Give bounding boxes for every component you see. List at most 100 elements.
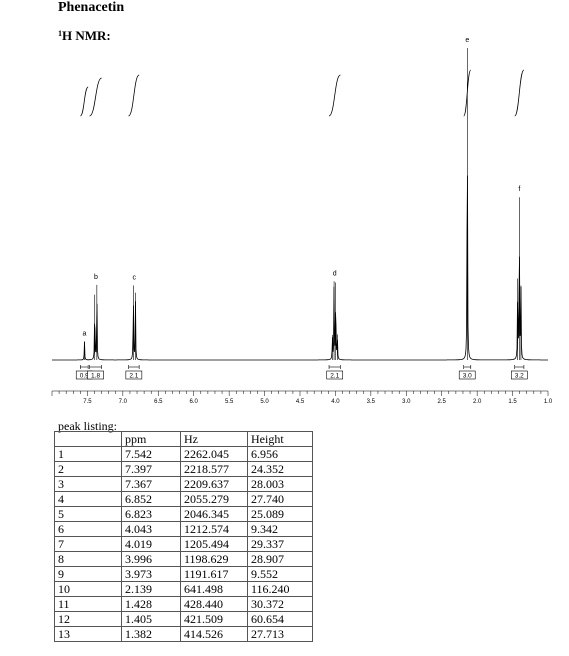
integral-curve-2 bbox=[89, 77, 102, 117]
row-index: 10 bbox=[54, 581, 122, 597]
row-ppm: 7.397 bbox=[121, 461, 181, 477]
nmr-subtitle: 1H NMR: bbox=[58, 28, 111, 44]
integral-curve-4 bbox=[328, 74, 341, 117]
row-ppm: 1.428 bbox=[121, 596, 181, 612]
row-hz: 1212.574 bbox=[180, 521, 248, 537]
peak-label-c: c bbox=[132, 275, 136, 282]
row-ppm: 3.973 bbox=[121, 566, 181, 582]
row-hz: 2055.279 bbox=[180, 491, 248, 507]
row-hz: 2262.045 bbox=[180, 446, 248, 462]
nmr-subtitle-text: H NMR: bbox=[62, 28, 111, 43]
integral-curves bbox=[79, 69, 525, 117]
x-tick-label: 1.5 bbox=[508, 399, 517, 405]
table-row: 4 6.852 2055.279 27.740 bbox=[54, 491, 313, 507]
row-ppm: 6.852 bbox=[121, 491, 181, 507]
integration-value-4: 2.1 bbox=[330, 373, 339, 380]
integration-box-4 bbox=[326, 370, 344, 380]
document-title: Phenacetin bbox=[58, 0, 125, 15]
integral-curve-3 bbox=[128, 74, 140, 117]
integral-curve-6 bbox=[514, 69, 525, 117]
row-index: 5 bbox=[54, 506, 122, 522]
x-tick-label: 7.0 bbox=[119, 399, 128, 405]
peak-table: ppm Hz Height 1 7.542 2262.045 6.956 2 7.397 2… bbox=[54, 431, 313, 642]
row-height: 30.372 bbox=[247, 596, 313, 612]
x-tick-label: 2.0 bbox=[473, 399, 482, 405]
peak-label-f: f bbox=[518, 186, 520, 193]
spectrum-trace bbox=[52, 48, 548, 361]
row-ppm: 6.823 bbox=[121, 506, 181, 522]
x-tick-label: 3.0 bbox=[402, 399, 411, 405]
row-ppm: 4.043 bbox=[121, 521, 181, 537]
table-row: 12 1.405 421.509 60.654 bbox=[54, 611, 313, 627]
table-row: 5 6.823 2046.345 25.089 bbox=[54, 506, 313, 522]
row-height: 28.003 bbox=[247, 476, 313, 492]
row-ppm: 4.019 bbox=[121, 536, 181, 552]
table-row: 6 4.043 1212.574 9.342 bbox=[54, 521, 313, 537]
table-header-row: ppm Hz Height bbox=[54, 431, 313, 447]
peak-label-a: a bbox=[82, 330, 86, 337]
integration-value-6: 3.2 bbox=[515, 373, 524, 380]
x-tick-label: 1.0 bbox=[544, 399, 553, 405]
row-index: 8 bbox=[54, 551, 122, 567]
peak-listing-caption: peak listing: bbox=[58, 419, 117, 433]
integration-value-1: 0.9 bbox=[80, 373, 89, 380]
x-tick-label: 7.5 bbox=[83, 399, 92, 405]
row-hz: 2046.345 bbox=[180, 506, 248, 522]
row-hz: 2218.577 bbox=[180, 461, 248, 477]
table-row: 13 1.382 414.526 27.713 bbox=[54, 626, 313, 642]
row-height: 27.740 bbox=[247, 491, 313, 507]
x-tick-label: 6.5 bbox=[154, 399, 163, 405]
row-ppm: 3.996 bbox=[121, 551, 181, 567]
peak-label-b: b bbox=[94, 274, 98, 281]
table-row: 1 7.542 2262.045 6.956 bbox=[54, 446, 313, 462]
row-height: 6.956 bbox=[247, 446, 313, 462]
row-index: 7 bbox=[54, 536, 122, 552]
row-index: 4 bbox=[54, 491, 122, 507]
table-row: 10 2.139 641.498 116.240 bbox=[54, 581, 313, 597]
row-ppm: 1.382 bbox=[121, 626, 181, 642]
peak-labels: a b c d e f bbox=[82, 37, 520, 337]
row-index: 3 bbox=[54, 476, 122, 492]
row-index: 9 bbox=[54, 566, 122, 582]
nmr-superscript: 1 bbox=[58, 29, 62, 38]
integration-brackets: 0.9 1.8 2.1 2.1 3.0 3.2 bbox=[75, 365, 528, 380]
integral-curve-1 bbox=[79, 86, 89, 117]
row-hz: 2209.637 bbox=[180, 476, 248, 492]
row-hz: 428.440 bbox=[180, 596, 248, 612]
x-tick-label: 6.0 bbox=[190, 399, 199, 405]
peak-label-d: d bbox=[333, 270, 337, 277]
row-index: 1 bbox=[54, 446, 122, 462]
row-ppm: 1.405 bbox=[121, 611, 181, 627]
table-row: 8 3.996 1198.629 28.907 bbox=[54, 551, 313, 567]
integration-box-5 bbox=[458, 370, 476, 380]
row-hz: 421.509 bbox=[180, 611, 248, 627]
row-index: 11 bbox=[54, 596, 122, 612]
x-tick-label: 2.5 bbox=[438, 399, 447, 405]
row-ppm: 7.367 bbox=[121, 476, 181, 492]
row-height: 24.352 bbox=[247, 461, 313, 477]
spectrum-line bbox=[52, 175, 548, 361]
row-height: 60.654 bbox=[247, 611, 313, 627]
x-axis: 7.5 7.0 6.5 6.0 5.5 5.0 4.5 4.0 3.5 3.0 2.5 2.0 1.5 1… bbox=[51, 390, 553, 405]
row-hz: 641.498 bbox=[180, 581, 248, 597]
integration-value-3: 2.1 bbox=[129, 373, 138, 380]
x-tick-label: 5.0 bbox=[260, 399, 269, 405]
header-hz: Hz bbox=[180, 431, 248, 447]
integration-box-6 bbox=[511, 370, 528, 380]
row-height: 116.240 bbox=[247, 581, 313, 597]
row-ppm: 7.542 bbox=[121, 446, 181, 462]
row-index: 13 bbox=[54, 626, 122, 642]
table-row: 3 7.367 2209.637 28.003 bbox=[54, 476, 313, 492]
integration-value-2: 1.8 bbox=[91, 373, 100, 380]
x-tick-label: 3.5 bbox=[367, 399, 376, 405]
row-hz: 1191.617 bbox=[180, 566, 248, 582]
row-height: 9.552 bbox=[247, 566, 313, 582]
row-height: 27.713 bbox=[247, 626, 313, 642]
row-index: 12 bbox=[54, 611, 122, 627]
peak-rows: 1 7.542 2262.045 6.956 2 7.397 2218.577 24.352 3… bbox=[54, 446, 313, 642]
table-row: 2 7.397 2218.577 24.352 bbox=[54, 461, 313, 477]
row-height: 28.907 bbox=[247, 551, 313, 567]
table-row: 9 3.973 1191.617 9.552 bbox=[54, 566, 313, 582]
x-tick-label: 5.5 bbox=[225, 399, 234, 405]
nmr-spectrum-chart: a b c d e f 0.9 1.8 2.1 2.1 3.0 3.2 7.5 7.0 6.5 6.0 5.… bbox=[51, 37, 553, 405]
